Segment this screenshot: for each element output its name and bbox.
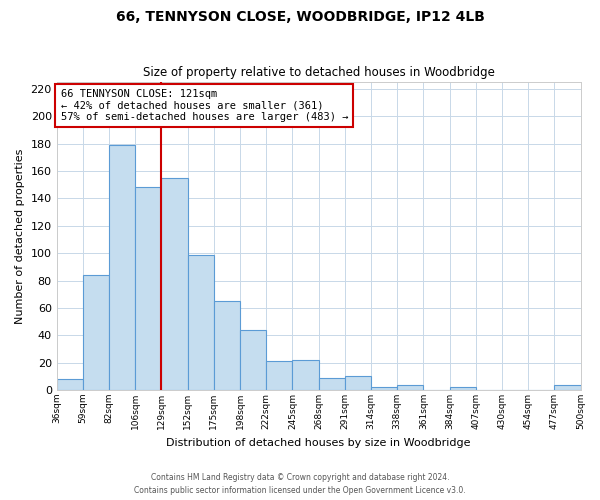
Bar — [188, 254, 214, 390]
Bar — [109, 145, 135, 390]
Bar — [214, 301, 240, 390]
Bar — [240, 330, 266, 390]
Bar — [397, 384, 424, 390]
X-axis label: Distribution of detached houses by size in Woodbridge: Distribution of detached houses by size … — [166, 438, 471, 448]
Title: Size of property relative to detached houses in Woodbridge: Size of property relative to detached ho… — [143, 66, 494, 80]
Bar — [135, 188, 161, 390]
Bar — [161, 178, 188, 390]
Bar — [371, 388, 397, 390]
Bar — [56, 379, 83, 390]
Bar — [83, 275, 109, 390]
Bar — [266, 362, 292, 390]
Bar — [292, 360, 319, 390]
Bar — [319, 378, 345, 390]
Bar — [345, 376, 371, 390]
Bar — [554, 384, 581, 390]
Text: 66, TENNYSON CLOSE, WOODBRIDGE, IP12 4LB: 66, TENNYSON CLOSE, WOODBRIDGE, IP12 4LB — [116, 10, 484, 24]
Text: Contains HM Land Registry data © Crown copyright and database right 2024.
Contai: Contains HM Land Registry data © Crown c… — [134, 473, 466, 495]
Bar — [449, 388, 476, 390]
Y-axis label: Number of detached properties: Number of detached properties — [15, 148, 25, 324]
Text: 66 TENNYSON CLOSE: 121sqm
← 42% of detached houses are smaller (361)
57% of semi: 66 TENNYSON CLOSE: 121sqm ← 42% of detac… — [61, 89, 348, 122]
